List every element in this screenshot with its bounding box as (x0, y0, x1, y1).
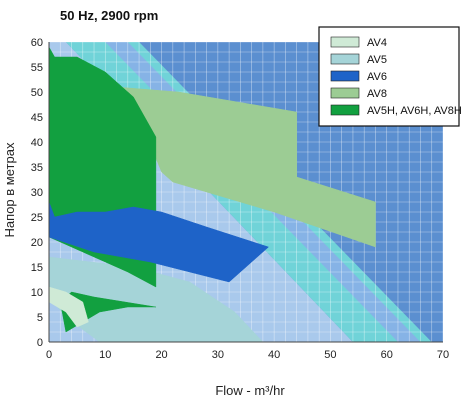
y-tick-label: 20 (31, 237, 43, 249)
legend-label: AV8 (367, 88, 387, 100)
y-tick-label: 55 (31, 62, 43, 74)
legend-label: AV4 (367, 37, 387, 49)
y-tick-label: 30 (31, 187, 43, 199)
chart-title: 50 Hz, 2900 rpm (60, 8, 158, 23)
x-tick-label: 0 (46, 349, 52, 361)
legend: AV4 AV5 AV6 AV8 AV5H, AV6H, AV8H (318, 26, 462, 127)
x-tick-label: 70 (437, 349, 449, 361)
legend-swatch (330, 87, 360, 99)
x-tick-label: 30 (212, 349, 224, 361)
legend-swatch (330, 36, 360, 48)
y-tick-label: 40 (31, 137, 43, 149)
legend-swatch (330, 70, 360, 82)
x-tick-label: 10 (99, 349, 111, 361)
y-axis-title: Напор в метрах (2, 142, 17, 237)
x-tick-label: 40 (268, 349, 280, 361)
y-tick-label: 35 (31, 162, 43, 174)
y-tick-label: 10 (31, 287, 43, 299)
series-region-av4-5 (49, 286, 89, 328)
x-tick-label: 50 (324, 349, 336, 361)
y-tick-label: 15 (31, 262, 43, 274)
x-tick-label: 60 (381, 349, 393, 361)
y-tick-label: 60 (31, 37, 43, 49)
series-region-av6-4 (49, 201, 269, 283)
legend-label: AV5 (367, 54, 387, 66)
y-tick-label: 5 (37, 312, 43, 324)
y-tick-label: 25 (31, 212, 43, 224)
y-tick-label: 50 (31, 87, 43, 99)
x-axis-title: Flow - m³/hr (215, 383, 285, 398)
y-tick-label: 0 (37, 337, 43, 349)
legend-swatch (330, 104, 360, 116)
legend-swatch (330, 53, 360, 65)
legend-label: AV5H, AV6H, AV8H (367, 105, 462, 117)
y-tick-label: 45 (31, 112, 43, 124)
legend-label: AV6 (367, 71, 387, 83)
x-tick-label: 20 (155, 349, 167, 361)
